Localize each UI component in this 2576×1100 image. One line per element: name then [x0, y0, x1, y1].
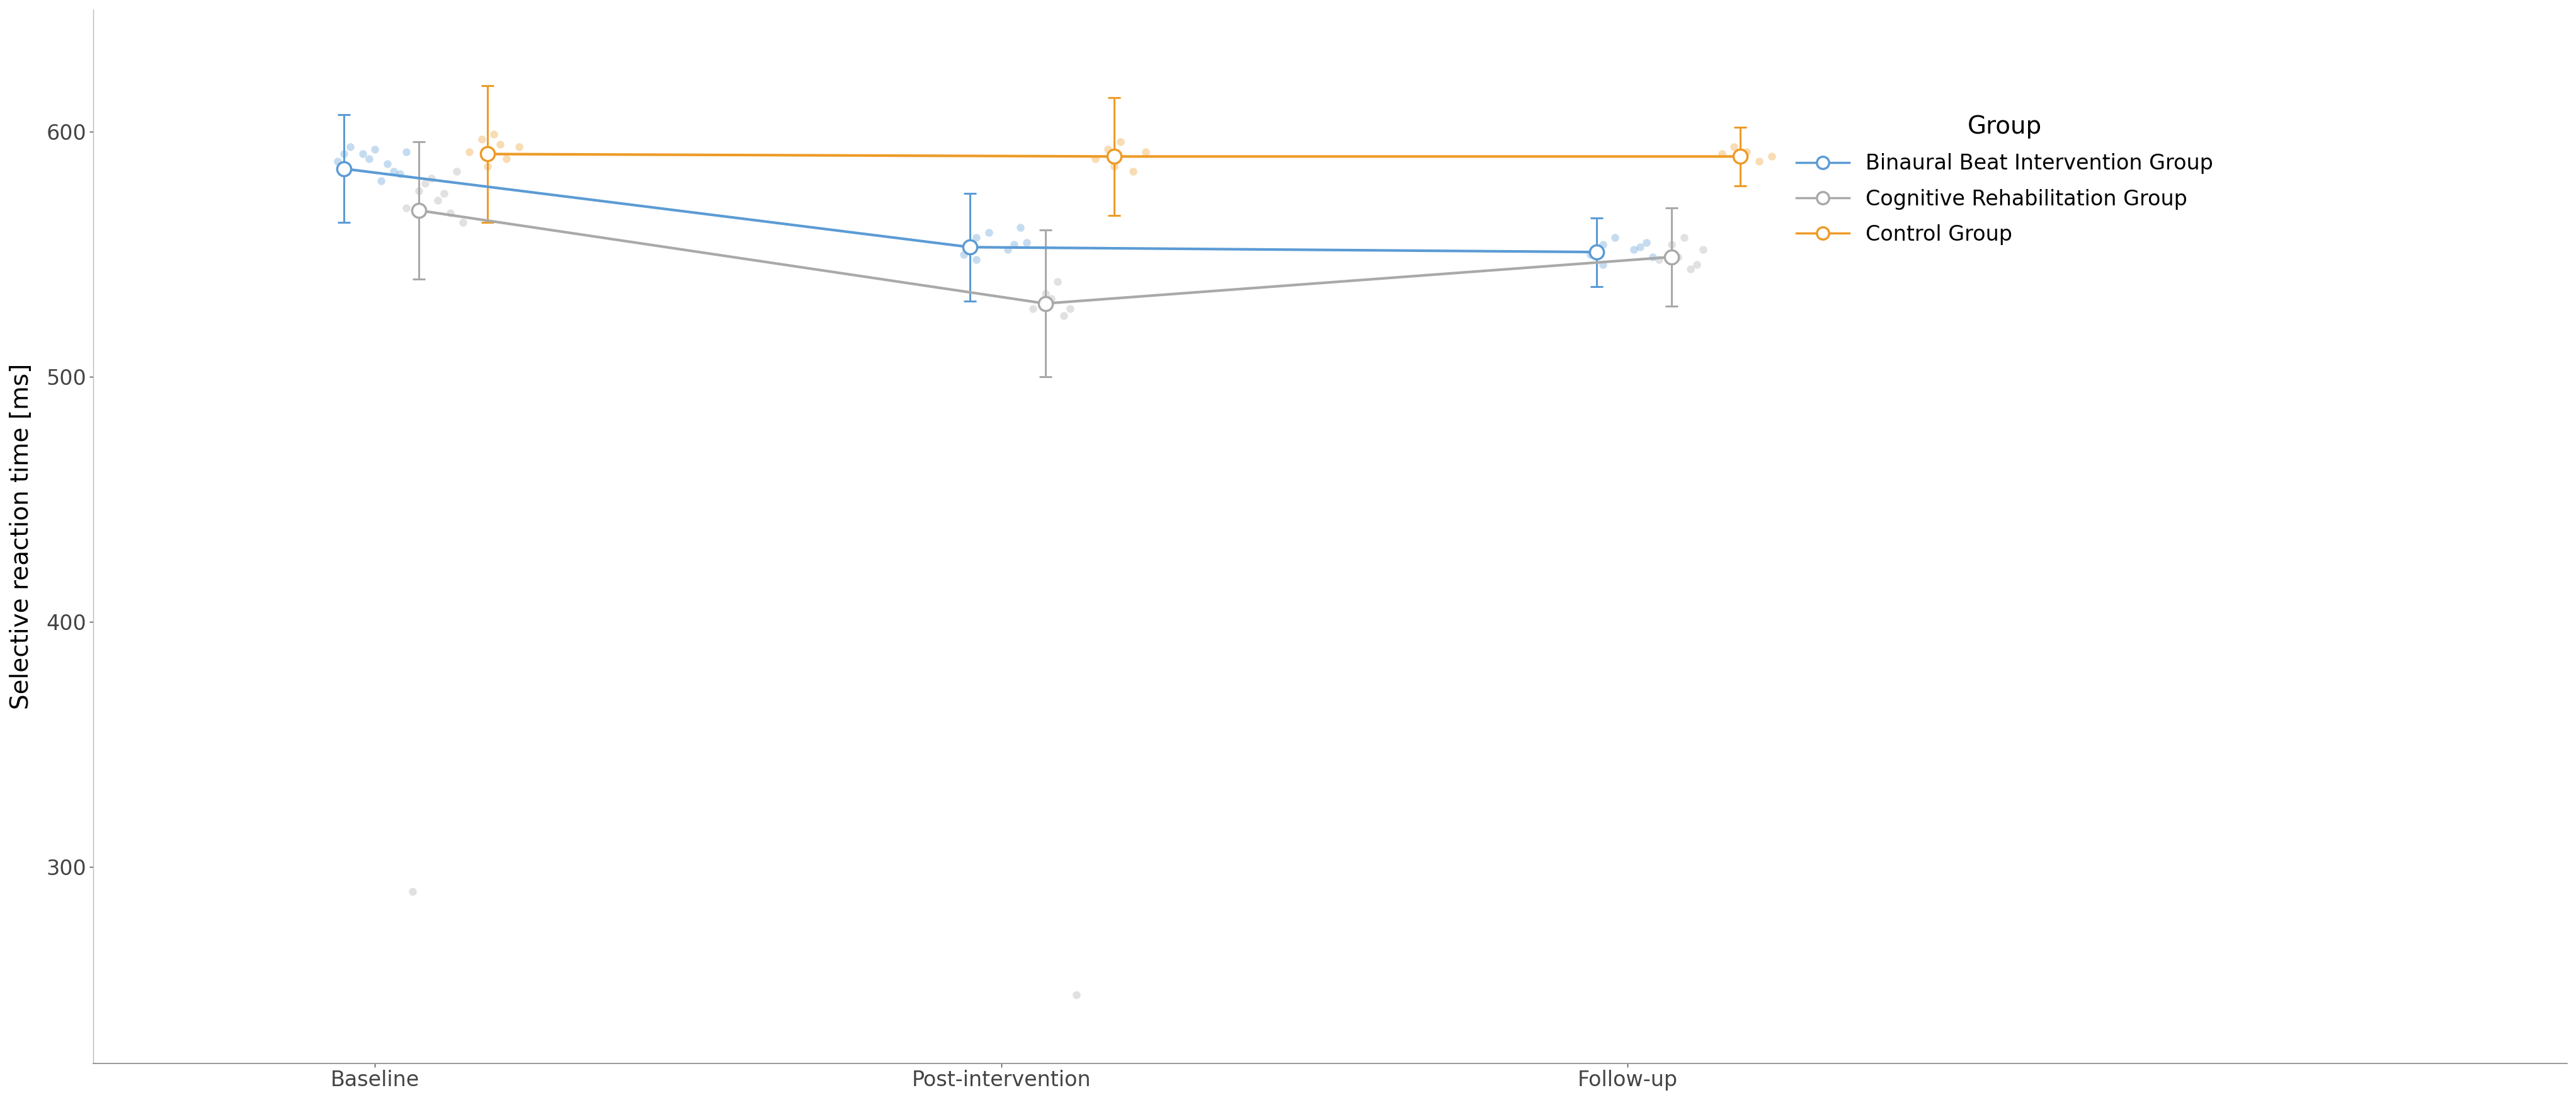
Legend: Binaural Beat Intervention Group, Cognitive Rehabilitation Group, Control Group: Binaural Beat Intervention Group, Cognit… — [1785, 104, 2223, 255]
Y-axis label: Selective reaction time [ms]: Selective reaction time [ms] — [10, 363, 33, 710]
